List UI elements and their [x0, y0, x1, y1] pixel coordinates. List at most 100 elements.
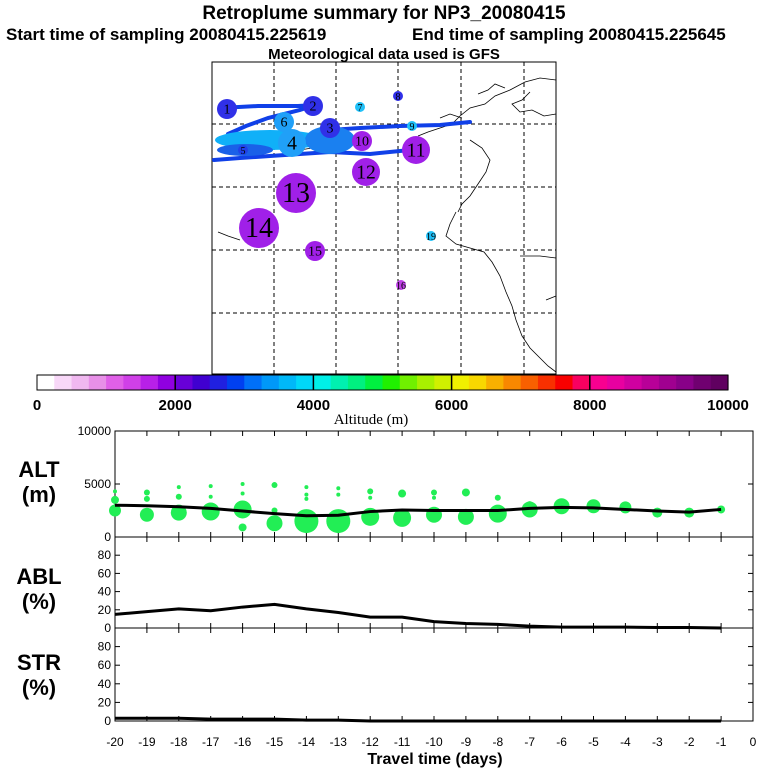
alt-point: [326, 509, 351, 534]
alt-point: [143, 495, 150, 502]
alt-point: [294, 509, 319, 534]
colorbar-tick-label: 4000: [297, 397, 330, 414]
map-marker: [407, 121, 417, 131]
alt-point: [586, 499, 601, 514]
colorbar-cell: [71, 375, 90, 390]
colorbar-cell: [296, 375, 314, 390]
map-marker-label: 19: [426, 232, 436, 243]
x-tick-label: -11: [394, 735, 411, 749]
chart-title: Retroplume summary for NP3_20080415: [202, 3, 566, 24]
map-marker: [426, 231, 436, 241]
map-marker-label: 10: [355, 135, 369, 150]
y-tick-label: 80: [98, 548, 112, 562]
panels-frame: [114, 430, 754, 722]
colorbar-tick-label: 6000: [435, 397, 468, 414]
alt-point: [367, 488, 374, 495]
x-tick-label: -2: [684, 735, 695, 749]
map-marker-label: 14: [245, 213, 273, 244]
x-tick-label: -16: [234, 735, 252, 749]
colorbar-cell: [641, 375, 660, 390]
abl-panel-label: ABL (%): [4, 564, 74, 614]
alt-mean-line: [114, 503, 722, 518]
alt-point: [238, 523, 247, 532]
alt-point: [208, 494, 213, 499]
colorbar-cell: [710, 375, 729, 390]
alt-point: [461, 488, 470, 497]
x-tick-label: -19: [138, 735, 156, 749]
alt-point: [336, 492, 341, 497]
map-marker: [393, 91, 403, 101]
abl-label-bottom: (%): [21, 589, 57, 614]
alt-point: [488, 504, 507, 523]
colorbar-cell: [261, 375, 280, 390]
alt-point: [201, 502, 220, 521]
colorbar-cell: [313, 375, 332, 390]
x-tick-label: -1: [716, 735, 727, 749]
map-marker: [276, 173, 316, 213]
alt-point: [176, 485, 181, 490]
colorbar-tick-label: 10000: [707, 397, 749, 414]
colorbar-tick-label: 2000: [159, 397, 192, 414]
alt-point: [457, 508, 474, 525]
str-line: [115, 716, 722, 723]
map-marker: [303, 96, 323, 116]
map-marker: [305, 241, 325, 261]
map-graticule: [212, 62, 556, 374]
map-marker: [278, 129, 306, 157]
colorbar-cell: [555, 375, 574, 390]
y-tick-label: 40: [98, 677, 112, 691]
alt-point: [398, 489, 407, 498]
alt-point: [233, 500, 252, 519]
abl-panel: [114, 602, 722, 630]
x-tick-label: -8: [492, 735, 503, 749]
abl-line: [114, 602, 722, 630]
colorbar-cell: [537, 375, 556, 390]
map-marker: [402, 136, 430, 164]
y-tick-label: 0: [104, 530, 111, 544]
alt-point: [393, 508, 412, 527]
map-marker-label: 11: [407, 140, 426, 161]
x-tick-label: -10: [425, 735, 443, 749]
map-marker: [355, 102, 365, 112]
colorbar-frame: [36, 374, 729, 391]
map-marker-label: 7: [358, 103, 363, 114]
x-tick-label: -7: [524, 735, 535, 749]
alt-point: [143, 489, 150, 496]
colorbar-cell: [244, 375, 263, 390]
alt-point: [266, 515, 283, 532]
map-marker-label: 2: [310, 100, 317, 115]
y-tick-label: 20: [98, 603, 112, 617]
colorbar-cell: [607, 375, 625, 390]
colorbar-tick-label: 8000: [573, 397, 606, 414]
map-marker-label: 15: [308, 245, 322, 260]
str-panel: [115, 716, 722, 723]
colorbar-cell: [658, 375, 677, 390]
alt-point: [432, 495, 436, 500]
end-time-label: End time of sampling 20080415.225645: [412, 25, 726, 44]
alt-point: [113, 489, 117, 494]
colorbar-cell: [175, 375, 194, 390]
alt-point: [336, 486, 341, 491]
y-tick-label: 0: [104, 714, 111, 728]
colorbar-cell: [572, 375, 591, 390]
colorbar-tick-label: 0: [33, 397, 41, 414]
colorbar-cell: [140, 375, 159, 390]
colorbar-cell: [589, 375, 608, 390]
map-marker-label: 16: [396, 281, 406, 292]
x-tick-label: 0: [750, 735, 757, 749]
y-tick-label: 10000: [78, 424, 112, 438]
colorbar-cell: [365, 375, 384, 390]
alt-point: [240, 482, 245, 486]
alt-point: [175, 493, 182, 500]
time-series-panels: -20 -19 -18 -17 -16 -15 -14 -13 -12 -11 -10 -9 -8 -7-…: [78, 424, 757, 768]
map-marker: [274, 112, 294, 132]
str-label-bottom: (%): [21, 675, 57, 700]
map-marker-label: 9: [410, 122, 415, 133]
map-marker-label: 4: [287, 133, 297, 154]
y-tick-label: 60: [98, 566, 112, 580]
y-tick-label: 5000: [84, 477, 111, 491]
x-tick-label: -14: [298, 735, 316, 749]
map-marker-label: 1: [224, 103, 231, 118]
